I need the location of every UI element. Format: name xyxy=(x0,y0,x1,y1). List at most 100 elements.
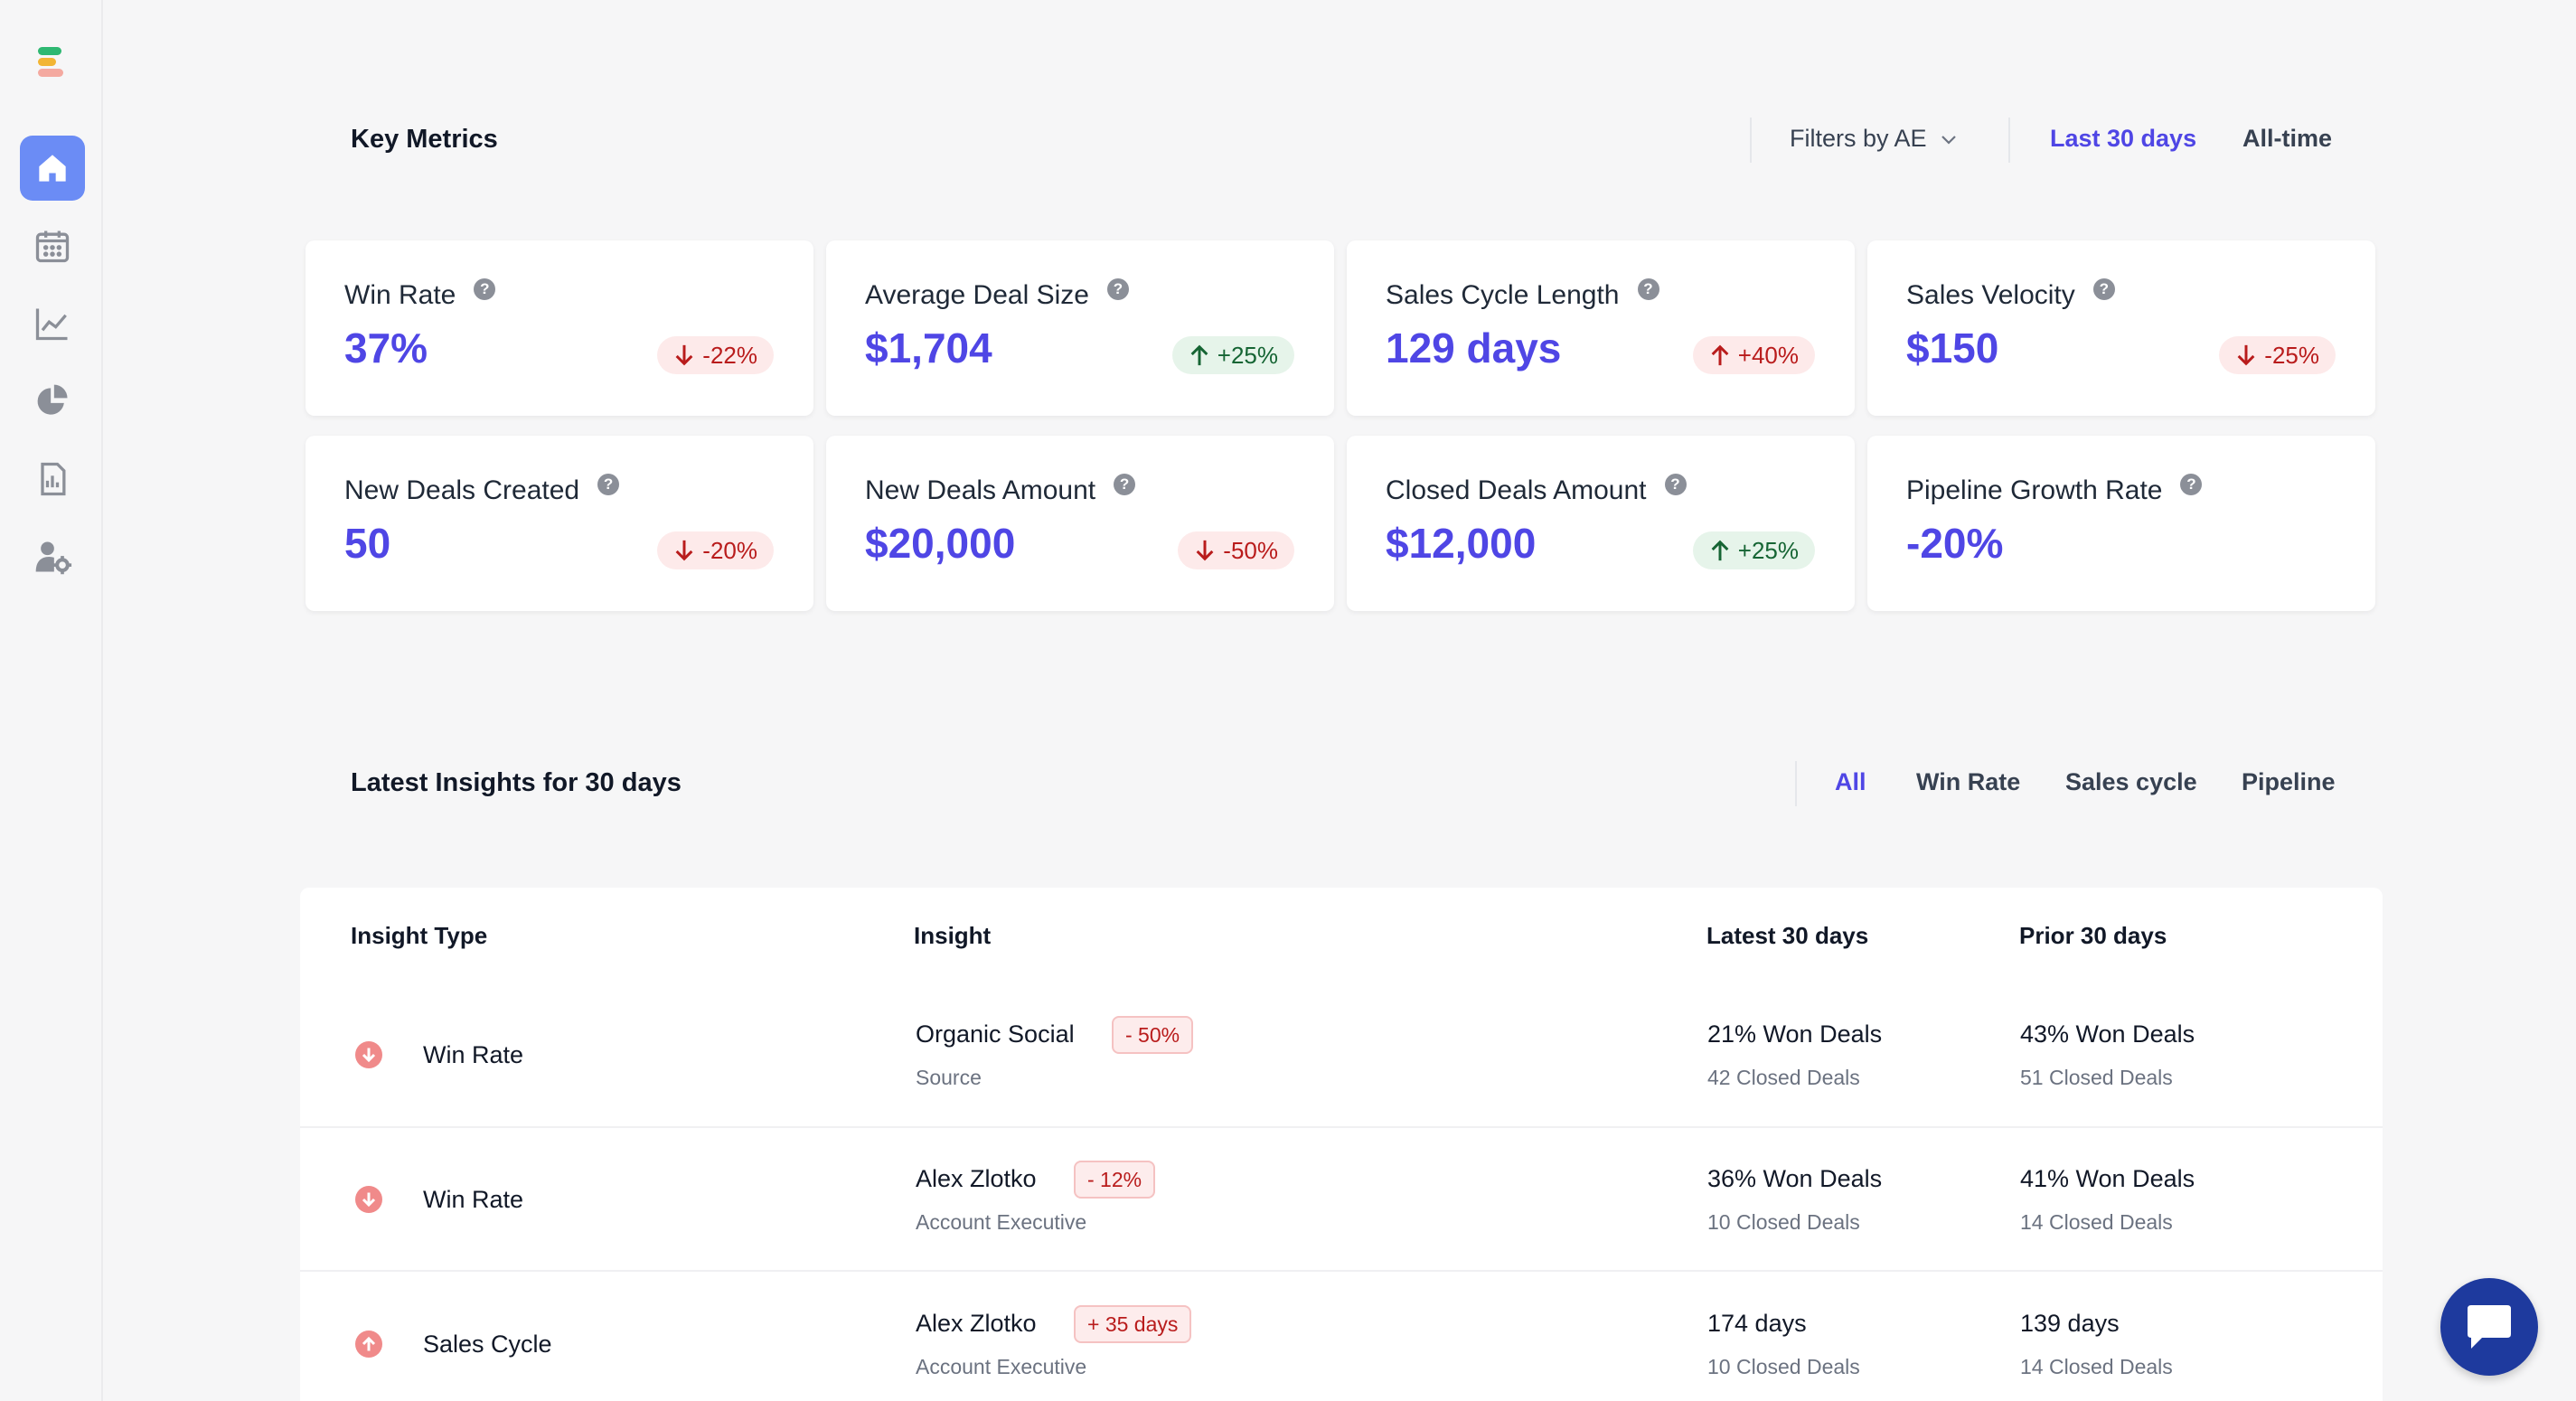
nav-analytics[interactable] xyxy=(20,291,85,356)
metric-delta: +25% xyxy=(1737,536,1799,564)
metric-card[interactable]: Average Deal Size? $1,704 +25% xyxy=(826,240,1334,416)
chevron-down-icon xyxy=(1941,135,1956,145)
tabs-divider xyxy=(1795,761,1797,806)
chart-line-icon xyxy=(35,308,68,341)
metric-name: New Deals Amount? xyxy=(865,474,1136,506)
help-icon[interactable]: ? xyxy=(1664,474,1687,495)
tab-win-rate[interactable]: Win Rate xyxy=(1916,768,2021,795)
metric-value: $20,000 xyxy=(865,520,1016,567)
arrow-up-icon xyxy=(1709,539,1731,562)
prior-closed-deals: 51 Closed Deals xyxy=(2020,1066,2173,1089)
insights-title: Latest Insights for 30 days xyxy=(351,768,682,797)
key-metrics-title: Key Metrics xyxy=(351,125,498,154)
insight-name: Organic Social xyxy=(916,1020,1075,1048)
app-logo[interactable] xyxy=(38,47,65,83)
arrow-down-icon xyxy=(673,343,695,367)
insight-category: Account Executive xyxy=(916,1210,1087,1234)
metric-name: Sales Cycle Length? xyxy=(1386,278,1659,311)
metric-card[interactable]: New Deals Amount? $20,000 -50% xyxy=(826,436,1334,611)
metric-name: Sales Velocity? xyxy=(1906,278,2115,311)
trend-up-icon xyxy=(355,1330,382,1358)
metric-value: 50 xyxy=(344,520,391,567)
help-icon[interactable]: ? xyxy=(2180,474,2203,495)
help-icon[interactable]: ? xyxy=(1114,474,1136,495)
report-icon xyxy=(41,462,66,496)
metric-delta-badge: -22% xyxy=(657,336,774,374)
metric-label: Closed Deals Amount xyxy=(1386,475,1647,505)
insight-type: Sales Cycle xyxy=(423,1330,552,1358)
help-icon[interactable]: ? xyxy=(1637,278,1659,300)
metric-label: Win Rate xyxy=(344,280,456,310)
metric-value: $1,704 xyxy=(865,324,992,371)
range-last-30-days[interactable]: Last 30 days xyxy=(2050,125,2197,152)
metric-value: $12,000 xyxy=(1386,520,1537,567)
insight-type: Win Rate xyxy=(423,1041,524,1068)
column-header-insight: Insight xyxy=(914,922,992,949)
user-settings-icon xyxy=(35,541,72,575)
tab-pipeline[interactable]: Pipeline xyxy=(2242,768,2336,795)
chat-button[interactable] xyxy=(2440,1278,2538,1376)
help-icon[interactable]: ? xyxy=(597,474,620,495)
range-all-time[interactable]: All-time xyxy=(2242,125,2333,152)
metric-card[interactable]: Win Rate? 37% -22% xyxy=(306,240,813,416)
prior-closed-deals: 14 Closed Deals xyxy=(2020,1210,2173,1234)
help-icon[interactable]: ? xyxy=(1106,278,1129,300)
latest-value: 36% Won Deals xyxy=(1707,1165,1883,1192)
metric-delta: +25% xyxy=(1217,341,1278,369)
nav-user-settings[interactable] xyxy=(20,524,85,589)
header-divider xyxy=(2008,118,2010,163)
metric-value: 37% xyxy=(344,324,428,371)
pie-chart-icon xyxy=(37,384,68,415)
row-divider xyxy=(300,1126,2383,1128)
nav-calendar[interactable] xyxy=(20,213,85,278)
insight-change-tag: + 35 days xyxy=(1074,1305,1192,1343)
tab-sales-cycle[interactable]: Sales cycle xyxy=(2065,768,2197,795)
prior-value: 139 days xyxy=(2020,1310,2120,1337)
column-header-prior: Prior 30 days xyxy=(2019,922,2167,949)
nav-reports[interactable] xyxy=(20,447,85,512)
filter-by-ae-dropdown[interactable]: Filters by AE xyxy=(1790,125,1958,153)
arrow-down-icon xyxy=(673,539,695,562)
nav-home[interactable] xyxy=(20,136,85,201)
metric-name: Average Deal Size? xyxy=(865,278,1129,311)
prior-value: 41% Won Deals xyxy=(2020,1165,2195,1192)
trend-down-icon xyxy=(355,1041,382,1068)
row-divider xyxy=(300,1270,2383,1272)
metric-delta-badge: +40% xyxy=(1692,336,1815,374)
insight-name: Alex Zlotko xyxy=(916,1310,1037,1337)
arrow-up-icon xyxy=(1189,343,1210,367)
metric-delta: -20% xyxy=(702,536,757,564)
metric-name: Pipeline Growth Rate? xyxy=(1906,474,2203,506)
metric-card[interactable]: Sales Cycle Length? 129 days +40% xyxy=(1347,240,1855,416)
latest-value: 174 days xyxy=(1707,1310,1807,1337)
metric-card[interactable]: Closed Deals Amount? $12,000 +25% xyxy=(1347,436,1855,611)
metric-name: Win Rate? xyxy=(344,278,496,311)
metric-value: -20% xyxy=(1906,520,2004,567)
header-divider xyxy=(1750,118,1752,163)
chat-icon xyxy=(2468,1305,2511,1349)
metric-delta-badge: -25% xyxy=(2219,336,2336,374)
metric-label: New Deals Amount xyxy=(865,475,1096,505)
latest-closed-deals: 42 Closed Deals xyxy=(1707,1066,1860,1089)
arrow-down-icon xyxy=(2235,343,2257,367)
tab-all[interactable]: All xyxy=(1835,768,1866,795)
arrow-down-icon xyxy=(1194,539,1216,562)
insight-change-tag: - 50% xyxy=(1112,1016,1194,1054)
metric-label: Sales Cycle Length xyxy=(1386,280,1620,310)
metric-delta-badge: +25% xyxy=(1692,531,1815,569)
metric-label: Pipeline Growth Rate xyxy=(1906,475,2163,505)
metric-card[interactable]: Sales Velocity? $150 -25% xyxy=(1867,240,2375,416)
help-icon[interactable]: ? xyxy=(474,278,496,300)
latest-closed-deals: 10 Closed Deals xyxy=(1707,1355,1860,1378)
metric-name: New Deals Created? xyxy=(344,474,620,506)
metric-label: Sales Velocity xyxy=(1906,280,2075,310)
column-header-latest: Latest 30 days xyxy=(1706,922,1869,949)
trend-down-icon xyxy=(355,1186,382,1213)
help-icon[interactable]: ? xyxy=(2092,278,2115,300)
metric-card[interactable]: Pipeline Growth Rate? -20% xyxy=(1867,436,2375,611)
metric-card[interactable]: New Deals Created? 50 -20% xyxy=(306,436,813,611)
metric-value: $150 xyxy=(1906,324,1999,371)
metric-delta: +40% xyxy=(1737,341,1799,369)
metric-delta-badge: -20% xyxy=(657,531,774,569)
nav-pie[interactable] xyxy=(20,369,85,434)
